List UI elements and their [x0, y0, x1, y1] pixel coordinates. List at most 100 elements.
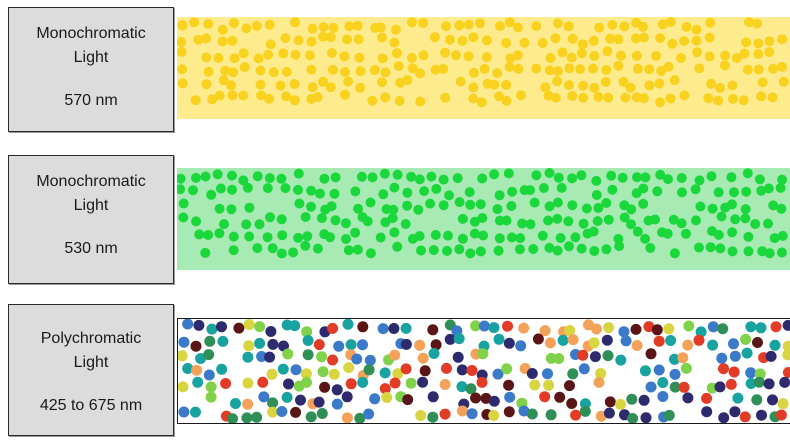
photon-dot	[644, 64, 655, 75]
photon-dot	[706, 78, 717, 89]
photon-dot	[513, 63, 524, 74]
photon-dot	[602, 350, 614, 362]
photon-dot	[439, 379, 451, 390]
photon-dot	[430, 339, 442, 351]
photon-dot	[753, 38, 764, 49]
photon-dot	[775, 409, 787, 421]
photon-dot	[203, 66, 214, 77]
photon-dot	[593, 91, 604, 102]
photon-dot	[492, 368, 504, 380]
photon-dot	[745, 367, 757, 379]
photon-dot	[282, 348, 294, 360]
photon-dot	[415, 96, 426, 107]
photon-dot	[638, 198, 649, 209]
photon-dot	[464, 187, 475, 198]
photon-dot	[177, 46, 187, 57]
photon-dot	[544, 65, 555, 76]
photon-dot	[457, 213, 468, 224]
photon-dot	[477, 173, 488, 184]
photon-dot	[619, 212, 630, 223]
photon-dot	[300, 368, 312, 380]
photon-dot	[417, 376, 429, 388]
photon-dot	[415, 410, 427, 421]
photon-dot	[505, 53, 516, 64]
photon-dot	[206, 189, 217, 200]
photon-dot	[293, 184, 303, 195]
photon-dot	[630, 323, 642, 335]
photon-dot	[267, 243, 278, 254]
photon-dot	[265, 326, 277, 337]
photon-dot	[182, 319, 194, 330]
photon-dot	[190, 406, 201, 418]
photon-dot	[254, 337, 266, 349]
photon-dot	[576, 48, 587, 59]
photon-dot	[295, 394, 306, 406]
photon-dot	[392, 368, 404, 380]
photon-dot	[503, 337, 515, 349]
photon-dot	[456, 381, 468, 393]
photon-dot	[537, 38, 548, 48]
photon-dot	[703, 93, 714, 104]
photon-dot	[402, 187, 413, 198]
photon-dot	[620, 335, 632, 347]
photon-dot	[556, 182, 567, 193]
photon-dot	[343, 245, 354, 256]
photon-dot	[189, 17, 200, 28]
photon-dot	[203, 230, 214, 240]
photon-dot	[750, 219, 761, 229]
photon-dot	[214, 90, 225, 101]
photon-dot	[476, 376, 488, 388]
photon-dot	[625, 82, 636, 93]
photon-dot	[207, 94, 218, 105]
photon-dot	[652, 186, 663, 197]
photon-dot	[506, 232, 517, 243]
photon-dot	[466, 365, 478, 376]
photon-dot	[377, 53, 388, 64]
photon-dot	[345, 378, 357, 390]
photon-dot	[241, 219, 252, 230]
photon-dot	[475, 246, 486, 257]
photon-dot	[355, 66, 366, 77]
photon-dot	[579, 405, 591, 417]
light-type-label-line2: Light	[73, 197, 109, 214]
photon-dot	[388, 323, 400, 334]
photon-dot	[227, 170, 237, 181]
photon-dot	[707, 321, 719, 333]
photon-dot	[463, 19, 474, 30]
photon-dot	[501, 363, 513, 375]
photon-dot	[779, 376, 790, 388]
wavelength-label: 570 nm	[64, 92, 118, 109]
photon-dot	[651, 50, 662, 61]
photon-dot	[555, 233, 566, 243]
photon-dot	[695, 326, 707, 338]
photon-dot	[352, 20, 363, 31]
photon-dot	[567, 368, 579, 380]
photon-dot	[665, 93, 676, 104]
photon-dot	[725, 378, 737, 390]
photon-dot	[655, 169, 666, 180]
photon-dots	[178, 319, 790, 423]
photon-dot	[213, 52, 224, 63]
photon-dot	[681, 21, 692, 32]
photon-dot	[495, 21, 505, 32]
photon-dot	[340, 67, 350, 77]
photon-dot	[513, 22, 523, 33]
photon-dot	[257, 376, 269, 388]
photon-dot	[694, 242, 704, 253]
photon-dot	[290, 364, 302, 376]
photon-dot	[654, 78, 665, 89]
photon-dot	[380, 92, 391, 103]
photon-dot	[468, 82, 479, 93]
photon-dot	[494, 91, 504, 102]
photon-dot	[681, 228, 691, 239]
photon-dot	[657, 19, 668, 30]
photon-dot	[251, 20, 262, 31]
photon-dot	[765, 350, 777, 362]
photon-dot	[679, 36, 690, 47]
photon-dot	[741, 347, 753, 359]
photon-dot	[306, 64, 317, 75]
photon-dot	[663, 409, 675, 421]
photon-dot	[531, 170, 542, 181]
photon-dot	[566, 398, 578, 409]
photon-dot	[356, 171, 367, 182]
